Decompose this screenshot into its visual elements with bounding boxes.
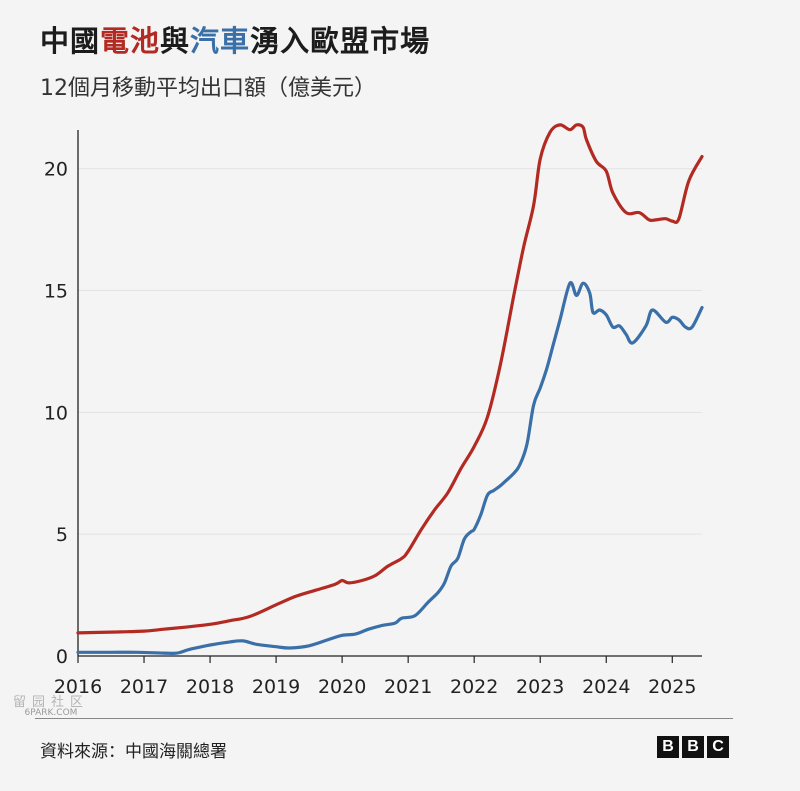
series-line-cars xyxy=(76,280,704,655)
x-tick-label-2020: 2020 xyxy=(318,676,366,698)
watermark: 留园社区 6PARK.COM xyxy=(6,695,96,719)
watermark-site: 6PARK.COM xyxy=(24,708,78,718)
title-conjunction: 與 xyxy=(160,24,191,58)
bbc-logo-letter-3: C xyxy=(707,736,729,758)
source-note: 資料來源：中國海關總署 xyxy=(40,742,227,762)
chart-subtitle: 12個月移動平均出口額（億美元） xyxy=(40,76,376,101)
x-tick-label-2021: 2021 xyxy=(384,676,432,698)
chart-title: 中國電池與汽車湧入歐盟市場 xyxy=(40,18,430,60)
title-prefix: 中國 xyxy=(40,24,101,58)
y-tick-label-5: 5 xyxy=(56,524,68,546)
title-suffix: 湧入歐盟市場 xyxy=(250,24,431,58)
x-tick-label-2018: 2018 xyxy=(186,676,234,698)
line-chart: 0 5 10 15 20 2016 2017 2018 2019 2020 2021 2022 2023… xyxy=(44,123,704,698)
watermark-han: 留园社区 xyxy=(12,695,89,710)
x-tick-label-2017: 2017 xyxy=(120,676,168,698)
y-tick-label-0: 0 xyxy=(56,646,68,668)
x-tick-label-2016: 2016 xyxy=(54,676,102,698)
x-tick-label-2023: 2023 xyxy=(516,676,564,698)
bbc-logo-letter-2: B xyxy=(682,736,704,758)
series-line-battery xyxy=(76,123,704,635)
y-tick-label-15: 15 xyxy=(44,281,68,303)
x-tick-label-2019: 2019 xyxy=(252,676,300,698)
y-tick-label-10: 10 xyxy=(44,402,68,424)
x-tick-label-2025: 2025 xyxy=(648,676,696,698)
title-battery-label: 電池 xyxy=(100,24,161,58)
footer-divider xyxy=(35,718,733,719)
y-tick-label-20: 20 xyxy=(44,159,68,181)
bbc-logo: B B C xyxy=(657,736,729,758)
x-tick-label-2024: 2024 xyxy=(582,676,630,698)
bbc-logo-letter-1: B xyxy=(657,736,679,758)
x-tick-label-2022: 2022 xyxy=(450,676,498,698)
title-cars-label: 汽車 xyxy=(190,24,251,58)
